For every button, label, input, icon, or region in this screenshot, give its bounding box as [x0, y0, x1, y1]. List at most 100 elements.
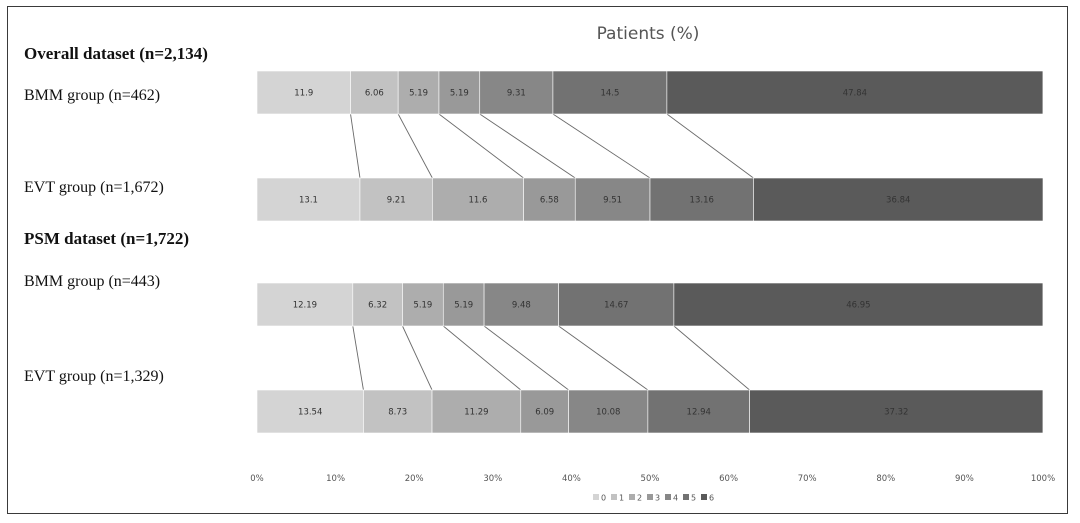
- category-label: BMM group (n=462): [24, 87, 160, 104]
- bar-segment: [442, 282, 485, 327]
- data-label: 13.1: [299, 196, 318, 206]
- connector-line: [397, 113, 433, 179]
- connector-line: [552, 113, 651, 179]
- bar-segment: [431, 389, 522, 434]
- legend: 0 1 2 3 4 5 6: [593, 494, 714, 503]
- legend-label: 2: [637, 494, 642, 503]
- legend-swatch: [665, 494, 671, 500]
- legend-swatch: [629, 494, 635, 500]
- bar-segment: [749, 389, 1044, 434]
- chart-title: Patients (%): [597, 24, 700, 44]
- section-label-psm: PSM dataset (n=1,722): [24, 229, 189, 248]
- connector-line: [479, 113, 576, 179]
- bar-segment: [574, 177, 651, 222]
- data-label: 9.51: [603, 196, 622, 206]
- x-tick-label: 90%: [955, 474, 974, 484]
- data-label: 10.08: [596, 408, 620, 418]
- data-label: 9.21: [387, 196, 406, 206]
- bar-segment: [647, 389, 750, 434]
- data-label: 11.6: [468, 196, 487, 206]
- bar-segment: [523, 177, 576, 222]
- connector-line: [666, 113, 754, 179]
- data-label: 6.32: [368, 301, 387, 311]
- category-label: EVT group (n=1,672): [24, 179, 164, 196]
- x-tick-label: 40%: [562, 474, 581, 484]
- bar-segment: [568, 389, 649, 434]
- legend-label: 6: [709, 494, 714, 503]
- data-label: 14.5: [600, 89, 619, 99]
- bar-segment: [352, 282, 403, 327]
- connector-line: [442, 325, 522, 391]
- connector-line: [438, 113, 524, 179]
- data-label: 37.32: [884, 408, 908, 418]
- bar-segment: [256, 282, 354, 327]
- data-label: 5.19: [454, 301, 473, 311]
- category-label: EVT group (n=1,329): [24, 368, 164, 385]
- connector-line: [673, 325, 750, 391]
- legend-swatch: [593, 494, 599, 500]
- bar-segment: [673, 282, 1044, 327]
- data-label: 8.73: [388, 408, 407, 418]
- connector-line: [352, 325, 364, 391]
- bar-segment: [479, 70, 554, 115]
- bar-segment: [256, 70, 351, 115]
- data-label: 13.16: [690, 196, 714, 206]
- bar-segment: [666, 70, 1044, 115]
- data-label: 5.19: [413, 301, 432, 311]
- bar-segment: [649, 177, 754, 222]
- data-label: 47.84: [843, 89, 867, 99]
- connector-line: [350, 113, 361, 179]
- connector-line: [402, 325, 433, 391]
- data-label: 9.48: [512, 301, 531, 311]
- bar-segment: [256, 177, 361, 222]
- x-tick-label: 100%: [1031, 474, 1055, 484]
- data-label: 14.67: [604, 301, 628, 311]
- data-label: 13.54: [298, 408, 322, 418]
- x-axis-ticks: 0% 10% 20% 30% 40% 50% 60% 70% 80% 90% 100%: [250, 474, 1055, 484]
- section-label-overall: Overall dataset (n=2,134): [24, 44, 208, 63]
- legend-label: 5: [691, 494, 696, 503]
- data-label: 6.06: [365, 89, 384, 99]
- data-label: 5.19: [450, 89, 469, 99]
- data-label: 11.9: [294, 89, 313, 99]
- x-tick-label: 10%: [326, 474, 345, 484]
- bar-segment: [483, 282, 559, 327]
- bar-segment: [350, 70, 399, 115]
- legend-swatch: [611, 494, 617, 500]
- category-label: BMM group (n=443): [24, 273, 160, 290]
- bar-segment: [402, 282, 444, 327]
- bar-segment: [552, 70, 668, 115]
- x-tick-label: 50%: [641, 474, 660, 484]
- legend-label: 3: [655, 494, 660, 503]
- data-label: 12.94: [687, 408, 711, 418]
- bar-segment: [397, 70, 440, 115]
- bar-segment: [753, 177, 1044, 222]
- x-tick-label: 70%: [798, 474, 817, 484]
- x-tick-label: 20%: [405, 474, 424, 484]
- bar-segment: [558, 282, 675, 327]
- connector-lines: [350, 113, 754, 391]
- data-label: 6.58: [540, 196, 559, 206]
- legend-label: 0: [601, 494, 606, 503]
- data-label: 11.29: [464, 408, 488, 418]
- data-label: 46.95: [846, 301, 870, 311]
- bar-segment: [438, 70, 481, 115]
- x-tick-label: 80%: [876, 474, 895, 484]
- legend-label: 1: [619, 494, 624, 503]
- bars-group: 11.9 6.06 5.19 5.19 9.31 14.5 47.84 13.1 9.21 11.…: [256, 70, 1044, 434]
- bar-segment: [359, 177, 433, 222]
- connector-line: [483, 325, 569, 391]
- x-tick-label: 30%: [483, 474, 502, 484]
- bar-segment: [256, 389, 364, 434]
- legend-swatch: [683, 494, 689, 500]
- data-label: 9.31: [507, 89, 526, 99]
- x-tick-label: 0%: [250, 474, 264, 484]
- connector-line: [558, 325, 649, 391]
- x-tick-label: 60%: [719, 474, 738, 484]
- legend-swatch: [647, 494, 653, 500]
- legend-label: 4: [673, 494, 678, 503]
- data-label: 5.19: [409, 89, 428, 99]
- legend-swatch: [701, 494, 707, 500]
- data-label: 6.09: [535, 408, 554, 418]
